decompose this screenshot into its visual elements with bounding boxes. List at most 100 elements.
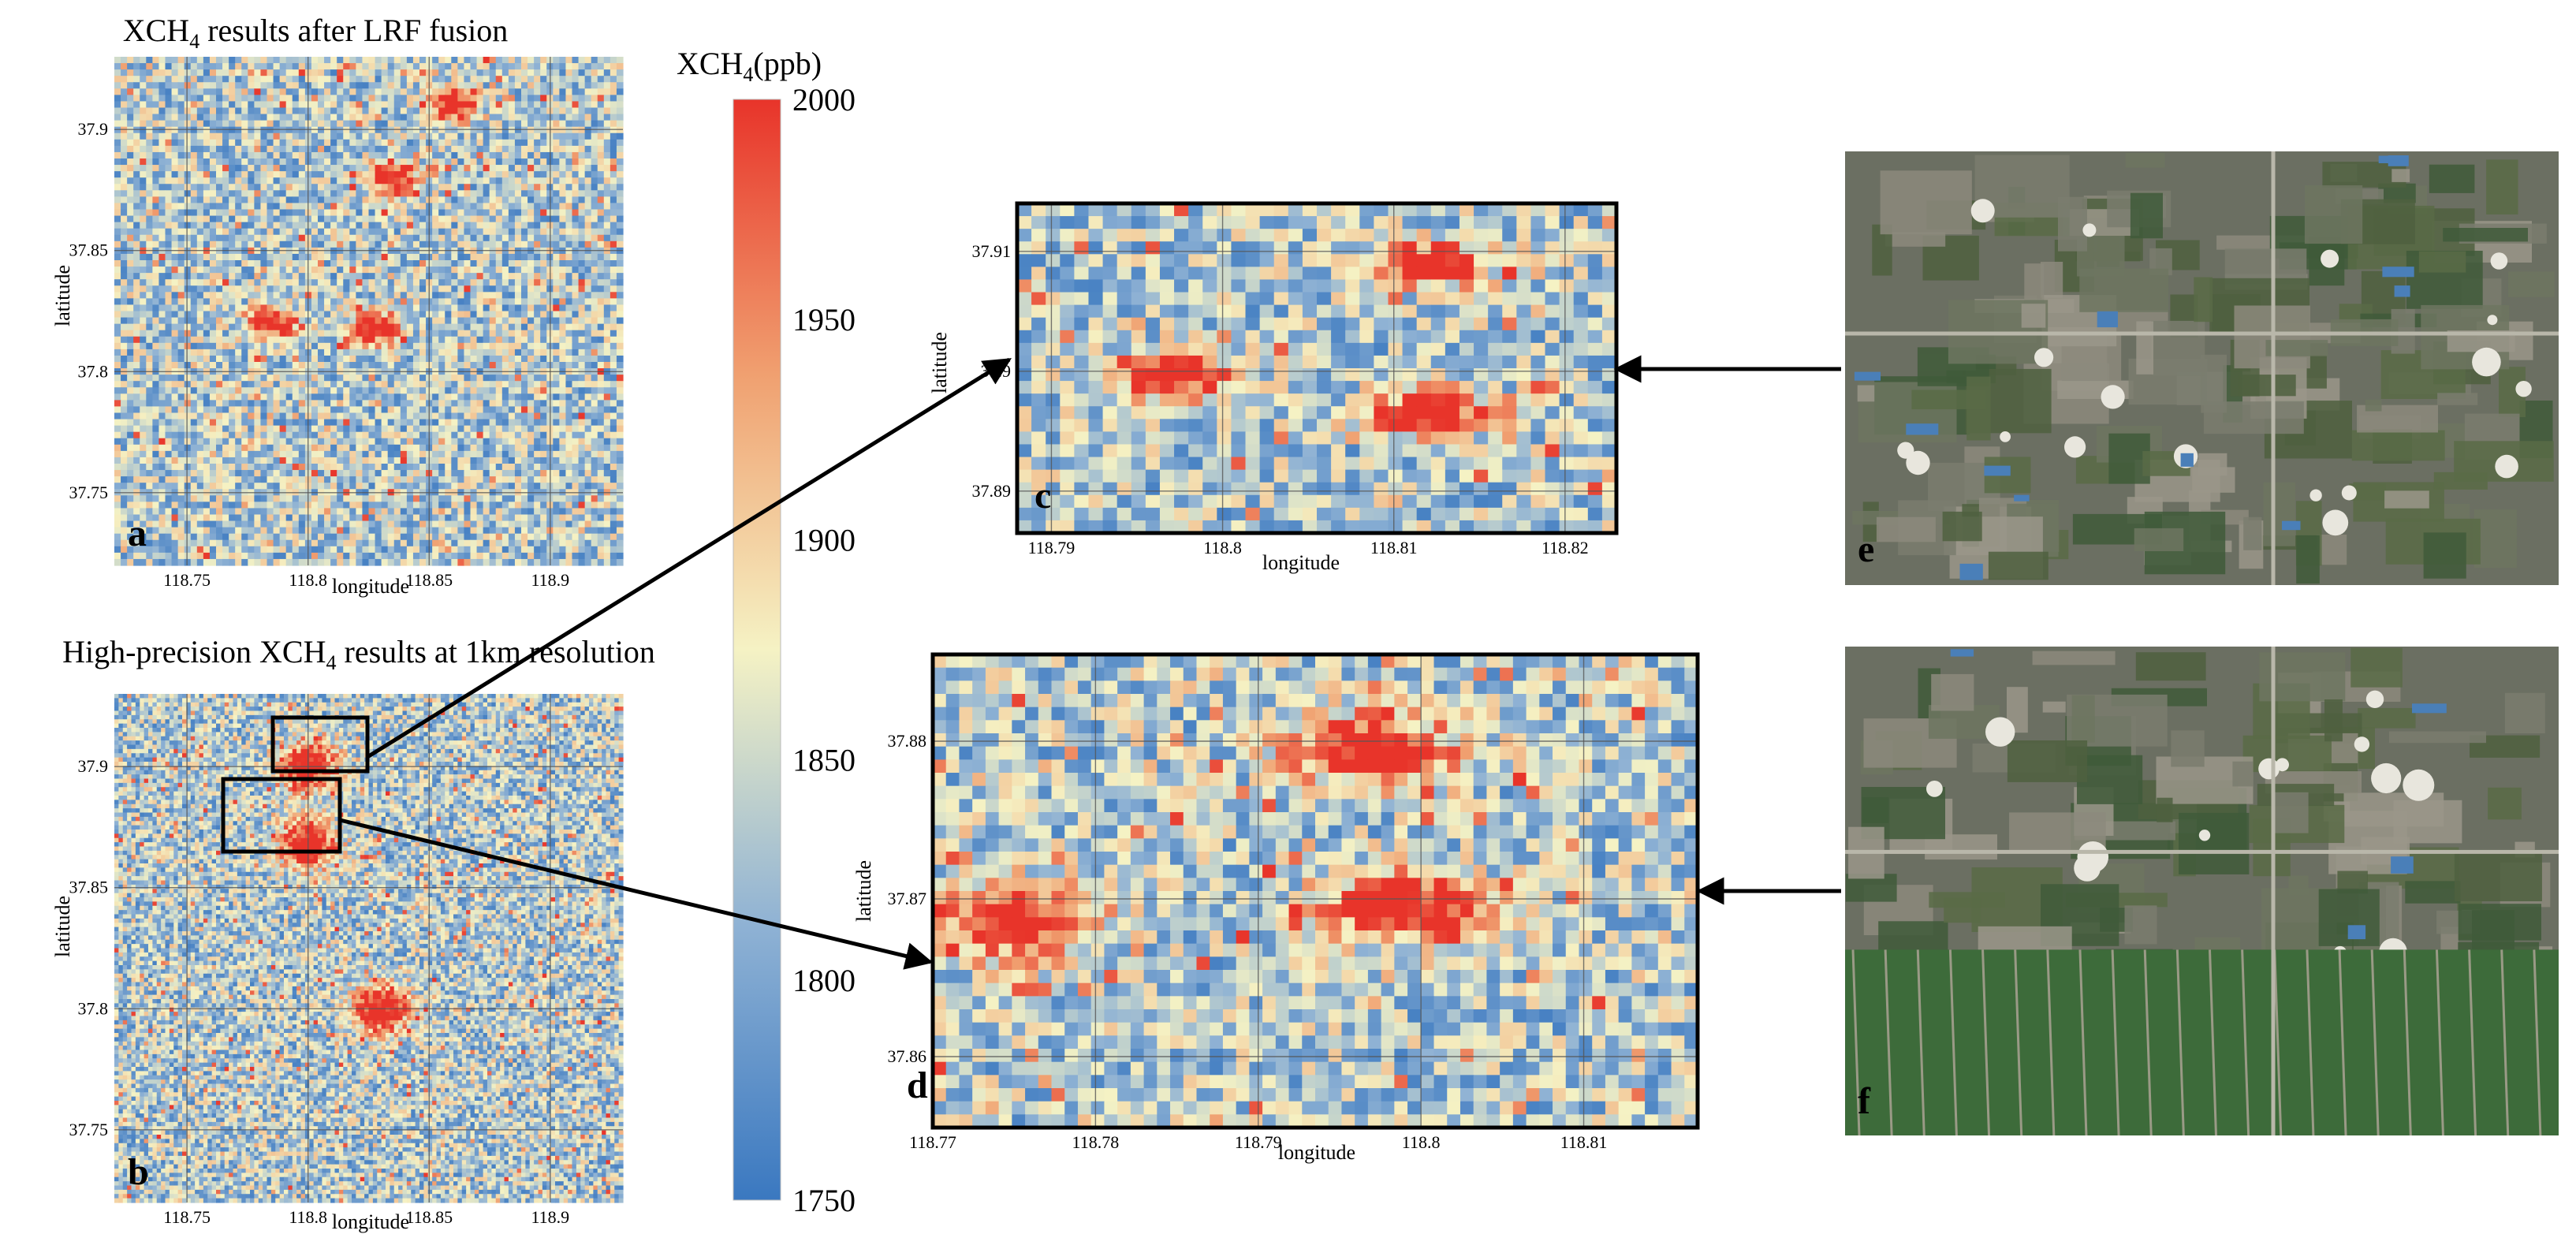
heatmap-cell	[375, 323, 382, 331]
heatmap-cell	[324, 222, 331, 229]
heatmap-cell	[248, 375, 255, 382]
heatmap-cell	[121, 107, 128, 115]
heatmap-cell	[279, 375, 287, 382]
heatmap-cell	[375, 215, 382, 223]
heatmap-cell	[597, 362, 605, 369]
heatmap-cell	[508, 317, 516, 325]
heatmap-cell	[127, 393, 134, 401]
heatmap-cell	[318, 285, 325, 293]
heatmap-cell	[121, 196, 128, 204]
heatmap-cell	[476, 260, 484, 267]
heatmap-cell	[406, 203, 414, 211]
heatmap-cell	[457, 273, 465, 280]
heatmap-cell	[279, 438, 287, 446]
heatmap-cell	[279, 336, 287, 344]
heatmap-cell	[514, 82, 522, 89]
heatmap-cell	[140, 158, 147, 166]
heatmap-cell	[158, 438, 166, 446]
heatmap-cell	[330, 132, 337, 140]
heatmap-cell	[267, 165, 274, 172]
heatmap-cell	[489, 336, 497, 344]
heatmap-cell	[216, 279, 223, 286]
heatmap-cell	[248, 132, 255, 140]
heatmap-cell	[254, 285, 262, 293]
heatmap-cell	[584, 323, 592, 331]
heatmap-cell	[457, 355, 465, 363]
heatmap-cell	[476, 285, 484, 293]
heatmap-cell	[114, 203, 121, 211]
heatmap-cell	[298, 165, 306, 172]
heatmap-cell	[470, 126, 478, 134]
heatmap-cell	[184, 215, 192, 223]
heatmap-cell	[330, 285, 337, 293]
heatmap-cell	[412, 203, 420, 211]
heatmap-cell	[229, 228, 236, 236]
heatmap-cell	[610, 63, 617, 70]
heatmap-cell	[260, 330, 268, 337]
heatmap-cell	[400, 355, 408, 363]
heatmap-cell	[196, 304, 204, 312]
heatmap-cell	[489, 69, 497, 76]
heatmap-cell	[470, 145, 478, 153]
heatmap-cell	[362, 132, 370, 140]
heatmap-cell	[603, 114, 611, 121]
heatmap-cell	[470, 165, 478, 172]
heatmap-cell	[343, 63, 350, 70]
heatmap-cell	[464, 406, 472, 414]
heatmap-cell	[279, 304, 287, 312]
heatmap-cell	[387, 387, 395, 394]
heatmap-cell	[572, 285, 580, 293]
heatmap-cell	[273, 95, 281, 103]
heatmap-cell	[267, 406, 274, 414]
heatmap-cell	[190, 342, 198, 350]
heatmap-cell	[318, 184, 325, 191]
heatmap-cell	[406, 234, 414, 242]
heatmap-cell	[559, 336, 567, 344]
heatmap-cell	[553, 228, 560, 236]
heatmap-cell	[184, 234, 192, 242]
heatmap-cell	[495, 253, 503, 261]
heatmap-cell	[578, 336, 586, 344]
heatmap-cell	[152, 412, 160, 420]
heatmap-cell	[514, 120, 522, 128]
heatmap-cell	[381, 132, 389, 140]
heatmap-cell	[387, 253, 395, 261]
heatmap-cell	[584, 285, 592, 293]
heatmap-cell	[203, 177, 211, 185]
heatmap-cell	[432, 120, 439, 128]
heatmap-cell	[616, 444, 624, 452]
heatmap-cell	[190, 63, 198, 70]
heatmap-cell	[133, 450, 140, 458]
heatmap-cell	[521, 304, 528, 312]
heatmap-cell	[241, 431, 248, 439]
heatmap-cell	[318, 381, 325, 388]
heatmap-cell	[393, 279, 401, 286]
heatmap-cell	[190, 292, 198, 299]
heatmap-cell	[248, 450, 255, 458]
heatmap-cell	[235, 425, 242, 433]
heatmap-cell	[171, 355, 179, 363]
heatmap-cell	[514, 165, 522, 172]
heatmap-cell	[508, 190, 516, 197]
heatmap-cell	[177, 69, 185, 76]
heatmap-cell	[229, 145, 236, 153]
heatmap-cell	[534, 323, 541, 331]
heatmap-cell	[324, 298, 331, 306]
heatmap-cell	[412, 349, 420, 356]
heatmap-cell	[483, 57, 490, 64]
heatmap-cell	[387, 203, 395, 211]
heatmap-cell	[375, 362, 382, 369]
heatmap-cell	[419, 101, 427, 109]
heatmap-cell	[501, 171, 509, 178]
heatmap-cell	[578, 151, 586, 159]
heatmap-cell	[521, 203, 528, 211]
heatmap-cell	[501, 349, 509, 356]
heatmap-cell	[343, 165, 350, 172]
heatmap-cell	[578, 101, 586, 109]
heatmap-cell	[451, 215, 458, 223]
heatmap-cell	[393, 120, 401, 128]
heatmap-cell	[362, 126, 370, 134]
heatmap-cell	[190, 203, 198, 211]
heatmap-cell	[362, 158, 370, 166]
heatmap-cell	[184, 151, 192, 159]
